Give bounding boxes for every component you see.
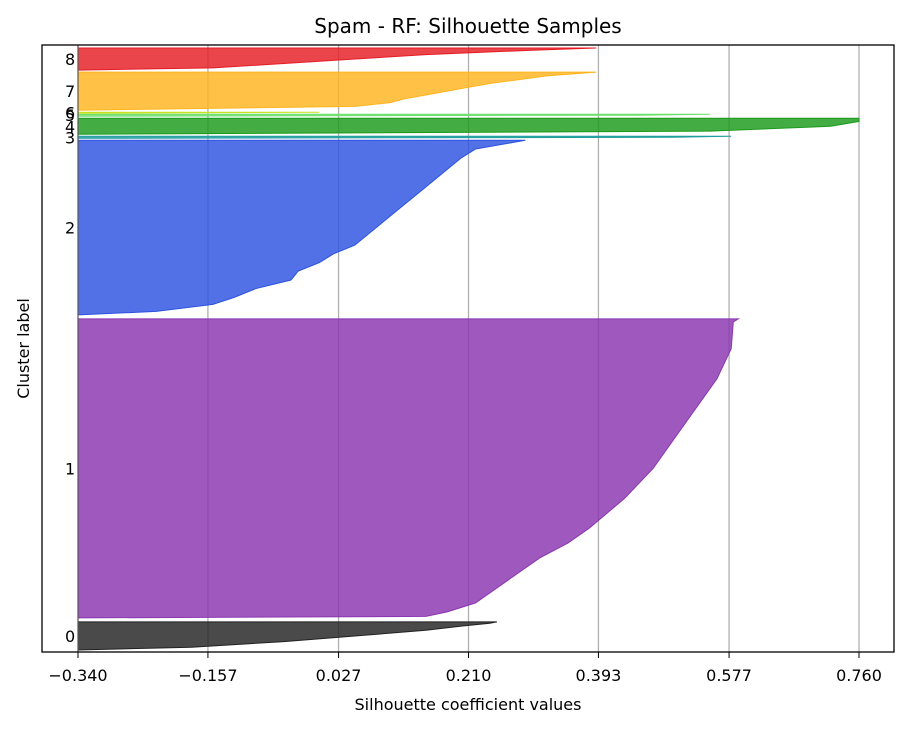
x-tick-label: 0.577 [706, 666, 752, 685]
cluster-label-7: 7 [65, 82, 75, 101]
cluster-2-silhouette [77, 139, 526, 316]
x-tick-label: 0.027 [316, 666, 362, 685]
cluster-8-silhouette [77, 47, 597, 71]
cluster-label-2: 2 [65, 219, 75, 238]
cluster-4-silhouette [77, 117, 860, 135]
x-tick-label: 0.210 [446, 666, 492, 685]
x-axis-ticks: −0.340 −0.157 0.027 0.210 0.393 0.577 0.760 [48, 652, 882, 685]
plot-frame [41, 44, 895, 653]
x-axis-label: Silhouette coefficient values [355, 695, 582, 714]
cluster-7-silhouette [77, 71, 597, 111]
cluster-6-silhouette [77, 111, 320, 114]
cluster-label-5: 5 [65, 106, 75, 125]
cluster-label-6: 6 [65, 104, 75, 123]
cluster-silhouettes [77, 45, 860, 652]
x-tick-label: −0.157 [178, 666, 237, 685]
cluster-label-4: 4 [65, 117, 75, 136]
cluster-0-silhouette [77, 621, 497, 651]
chart-title: Spam - RF: Silhouette Samples [314, 14, 621, 38]
x-tick-label: 0.760 [836, 666, 882, 685]
x-tick-label: 0.393 [576, 666, 622, 685]
cluster-label-3: 3 [65, 128, 75, 147]
x-tick-label: −0.340 [48, 666, 107, 685]
cluster-3-silhouette [77, 135, 732, 139]
cluster-label-1: 1 [65, 459, 75, 478]
cluster-5-silhouette [77, 113, 710, 117]
cluster-label-0: 0 [65, 627, 75, 646]
cluster-label-8: 8 [65, 50, 75, 69]
cluster-1-silhouette [77, 318, 741, 619]
y-axis-label: Cluster label [14, 298, 33, 399]
